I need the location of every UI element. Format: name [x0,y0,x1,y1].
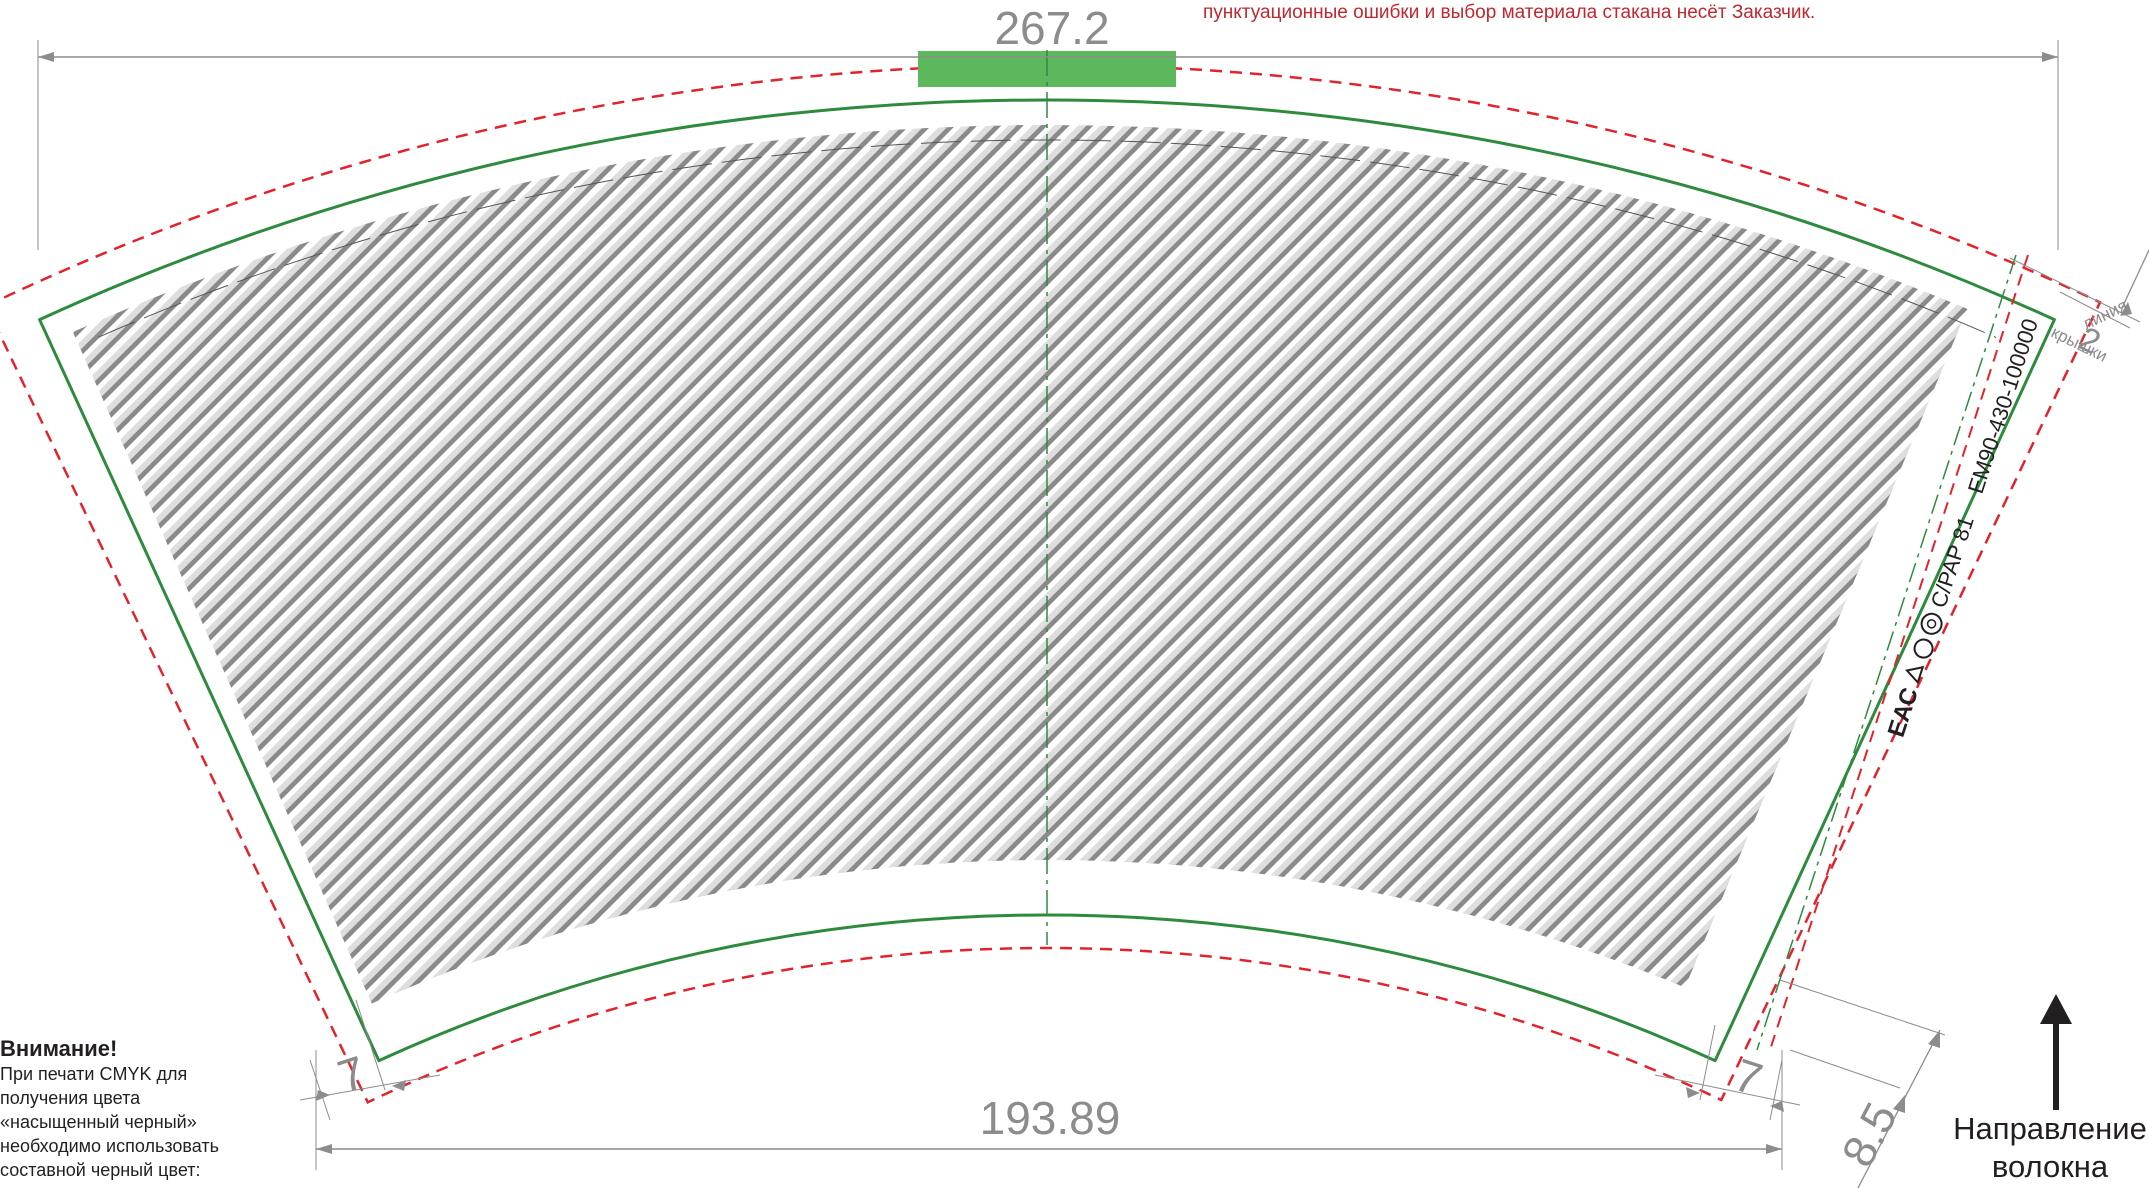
cup-symbol-icon [1920,612,1943,635]
material-code: C/PAP 81 [1926,513,1979,611]
seam-width-dimension [1779,979,1946,1188]
bottom-width-value: 193.89 [980,1092,1121,1144]
warning-line: необходимо использовать [0,1136,219,1156]
warning-line: получения цвета [0,1088,141,1108]
recycle-icon [1905,665,1925,685]
left-margin-value: 7 [331,1045,371,1102]
warning-line: При печати CMYK для [0,1064,188,1084]
fiber-direction-line-1: Направление [1953,1111,2147,1146]
seam-line-inner [1756,254,2017,1051]
bottom-width-dimension [315,1050,1783,1170]
warning-title: Внимание! [0,1036,118,1061]
eac-mark: ЕАС [1883,684,1924,740]
left-margin-dimension [299,999,441,1121]
warning-line: «насыщенный черный» [0,1112,197,1132]
responsibility-notice: пунктуационные ошибки и выбор материала … [1203,2,1816,23]
product-code: EM90-430-100000 [1963,316,2043,497]
material-icon [1913,638,1934,659]
warning-line: составной черный цвет: [0,1160,201,1180]
right-margin-dimension [1654,1024,1801,1121]
top-width-dimension [37,40,2059,250]
top-width-value: 267.2 [994,2,1109,54]
lid-offset-dimension [2009,249,2149,329]
fiber-direction-label: Направление волокна [1950,1110,2149,1186]
fiber-direction-arrow [2040,994,2072,1110]
print-warning: Внимание! При печати CMYK для получения … [0,1036,300,1182]
lid-line-arc [97,139,1997,338]
cut-line [38,98,2056,1063]
fiber-direction-line-2: волокна [1991,1149,2109,1184]
bleed-line [0,63,2102,1104]
